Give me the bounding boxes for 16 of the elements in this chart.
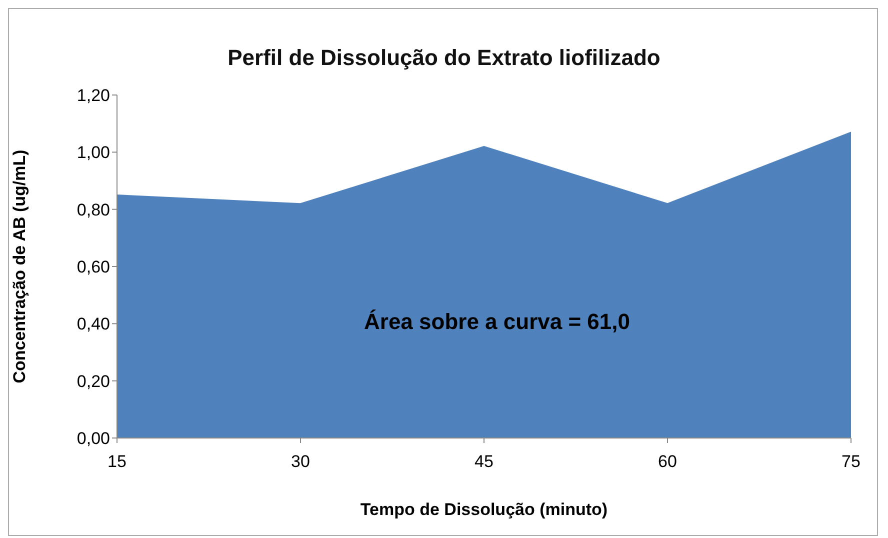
x-axis-title: Tempo de Dissolução (minuto) [360, 500, 608, 519]
y-tick-label: 0,20 [76, 372, 110, 391]
x-tick-label: 30 [291, 452, 310, 472]
chart-title: Perfil de Dissolução do Extrato liofilizado [226, 45, 662, 71]
x-tick-label: 45 [474, 452, 494, 472]
y-tick-label: 0,00 [76, 429, 110, 448]
x-tick-label: 75 [842, 452, 860, 472]
y-axis-title: Concentração de AB (ug/mL) [10, 150, 30, 384]
x-tick-label: 60 [658, 452, 677, 472]
y-tick-label: 1,20 [76, 86, 110, 106]
y-tick-label: 0,80 [76, 200, 110, 220]
annotation: Área sobre a curva = 61,0 [363, 309, 631, 335]
x-tick-label: 15 [108, 452, 126, 472]
y-tick-label: 0,40 [76, 314, 110, 334]
y-tick-label: 1,00 [76, 143, 110, 162]
y-tick-label: 0,60 [76, 258, 110, 277]
